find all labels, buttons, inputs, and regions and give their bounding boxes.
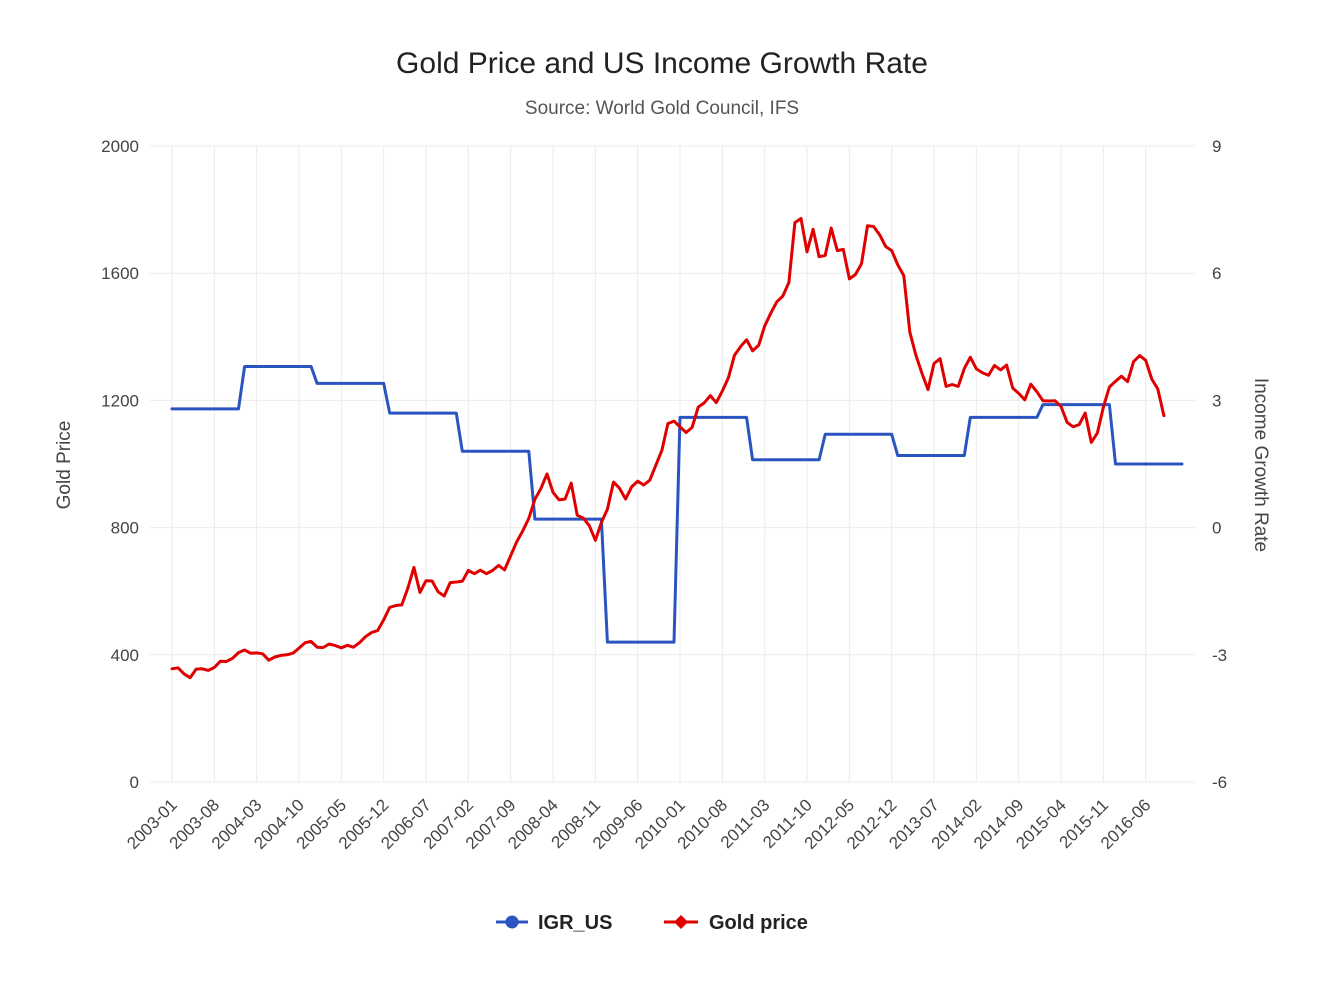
legend-marker-gold-price — [674, 915, 688, 929]
legend-marker-igr-us — [505, 915, 519, 929]
right-tick-label: 6 — [1212, 264, 1221, 283]
series-line-igr-us — [170, 365, 1184, 644]
left-axis-title: Gold Price — [54, 421, 75, 510]
legend: IGR_US Gold price — [496, 912, 808, 934]
x-axis: 2003-012003-082004-032004-102005-052005-… — [123, 795, 1154, 853]
series-line-gold-price — [170, 217, 1166, 680]
left-axis: 0 400 800 1200 1600 2000 — [101, 137, 139, 792]
series — [170, 217, 1184, 680]
legend-item-igr-us[interactable]: IGR_US — [496, 912, 612, 934]
right-axis-title: Income Growth Rate — [1250, 378, 1271, 552]
right-tick-label: 0 — [1212, 519, 1221, 538]
right-tick-label: 3 — [1212, 391, 1221, 410]
right-tick-label: 9 — [1212, 137, 1221, 156]
right-tick-label: -6 — [1212, 773, 1227, 792]
right-axis: -6 -3 0 3 6 9 — [1212, 137, 1227, 792]
left-tick-label: 0 — [130, 773, 139, 792]
left-tick-label: 1600 — [101, 264, 139, 283]
legend-label-gold-price: Gold price — [709, 912, 808, 934]
legend-label-igr-us: IGR_US — [538, 912, 612, 934]
left-tick-label: 400 — [111, 646, 139, 665]
right-tick-label: -3 — [1212, 646, 1227, 665]
legend-item-gold-price[interactable]: Gold price — [664, 912, 808, 934]
chart-subtitle: Source: World Gold Council, IFS — [525, 98, 799, 119]
left-tick-label: 1200 — [101, 391, 139, 410]
chart-title: Gold Price and US Income Growth Rate — [396, 47, 928, 80]
left-tick-label: 800 — [111, 519, 139, 538]
left-tick-label: 2000 — [101, 137, 139, 156]
grid — [150, 145, 1195, 783]
